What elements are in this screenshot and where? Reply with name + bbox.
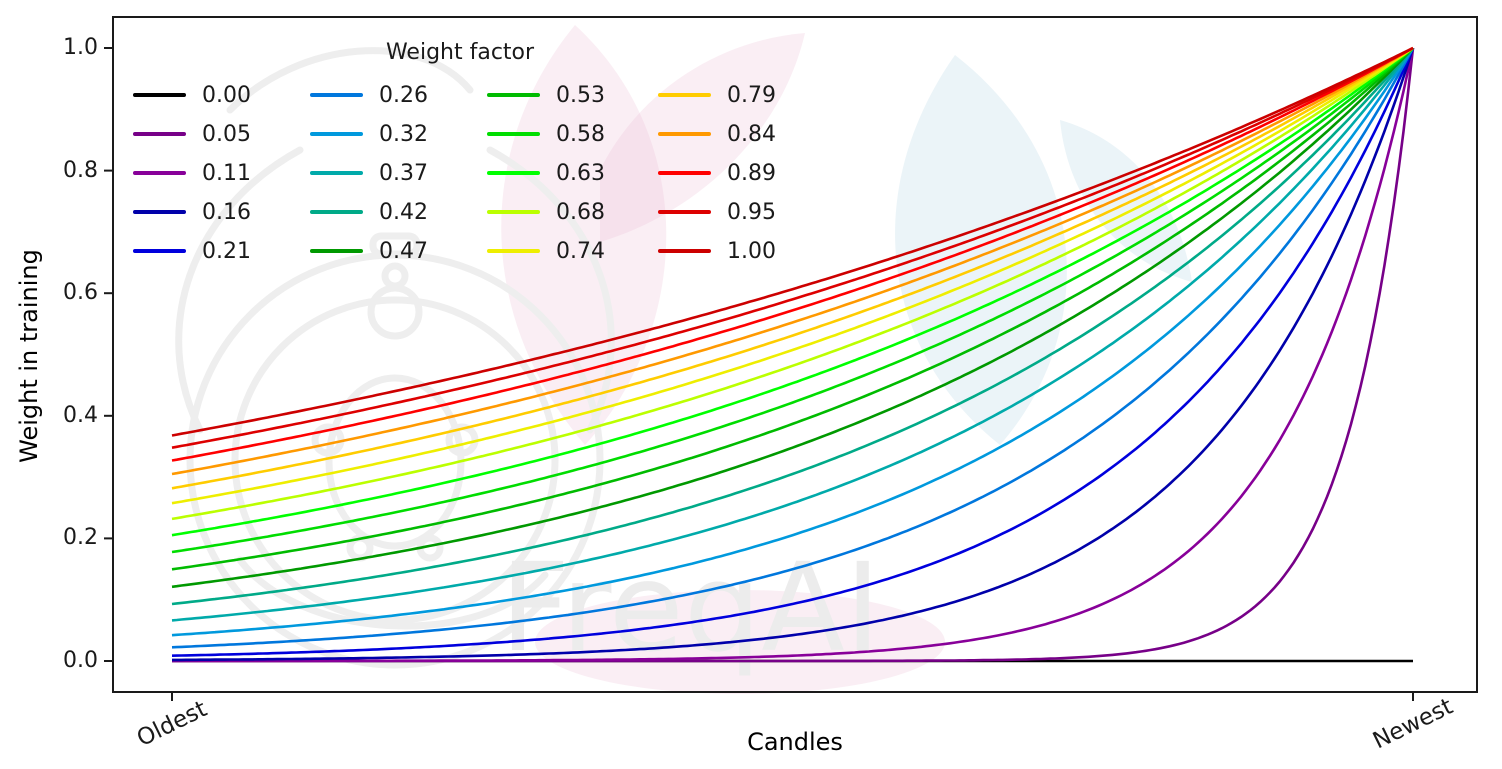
y-axis-label: Weight in training <box>15 249 43 463</box>
legend-entry-0.32: 0.32 <box>310 115 428 153</box>
legend-entry-0.21: 0.21 <box>133 232 251 270</box>
legend-line-swatch <box>487 93 540 97</box>
curve-0.37 <box>171 47 1415 622</box>
legend-label: 0.16 <box>202 199 251 225</box>
legend-label: 0.89 <box>727 160 776 186</box>
legend-entry-0.26: 0.26 <box>310 76 428 114</box>
axes-frame <box>112 16 1478 693</box>
curve-0.89 <box>171 46 1414 462</box>
y-tick-label: 0.6 <box>63 280 98 306</box>
curve-0.84 <box>171 46 1414 476</box>
tick-marks <box>104 47 1414 701</box>
y-tick-label: 0.0 <box>63 648 98 673</box>
legend-line-swatch <box>487 249 540 253</box>
legend-title: Weight factor <box>385 40 535 65</box>
legend-line-swatch <box>487 171 540 175</box>
legend-entry-0.89: 0.89 <box>658 154 776 192</box>
curve-0.47 <box>171 47 1414 589</box>
legend-entry-0.63: 0.63 <box>487 154 605 192</box>
watermark-blue-leaf <box>895 55 1067 445</box>
legend-line-swatch <box>310 210 363 214</box>
legend-entry-0.11: 0.11 <box>133 154 251 192</box>
legend-line-swatch <box>658 171 711 175</box>
legend-line-swatch <box>658 249 711 253</box>
legend-label: 1.00 <box>727 238 776 264</box>
legend-line-swatch <box>310 93 363 97</box>
legend-line-swatch <box>133 93 186 97</box>
legend-label: 0.79 <box>727 82 776 108</box>
x-axis-label: Candles <box>747 728 843 756</box>
weight-curves <box>171 46 1415 663</box>
curve-0.26 <box>171 47 1415 649</box>
legend-label: 0.26 <box>379 82 428 108</box>
legend-line-swatch <box>133 171 186 175</box>
legend-line-swatch <box>487 210 540 214</box>
legend-line-swatch <box>658 210 711 214</box>
legend-entry-0.05: 0.05 <box>133 115 251 153</box>
legend-label: 0.84 <box>727 121 776 147</box>
curve-0.68 <box>171 46 1414 521</box>
legend-line-swatch <box>658 93 711 97</box>
legend-line-swatch <box>310 132 363 136</box>
legend-entry-0.84: 0.84 <box>658 115 776 153</box>
curve-0.79 <box>171 46 1414 490</box>
legend-line-swatch <box>310 171 363 175</box>
legend-entry-0.16: 0.16 <box>133 193 251 231</box>
curve-0.95 <box>171 46 1414 449</box>
watermark-blue-leaf-2 <box>1060 120 1192 282</box>
legend-line-swatch <box>133 132 186 136</box>
legend-label: 0.42 <box>379 199 428 225</box>
legend-line-swatch <box>133 210 186 214</box>
curve-0.32 <box>171 47 1415 637</box>
legend-label: 0.58 <box>556 121 605 147</box>
curve-0.16 <box>172 47 1415 662</box>
legend-label: 0.63 <box>556 160 605 186</box>
legend-label: 0.95 <box>727 199 776 225</box>
legend-entry-0.47: 0.47 <box>310 232 428 270</box>
curve-0.58 <box>171 47 1414 554</box>
curve-0.53 <box>171 47 1414 571</box>
legend-entry-0.74: 0.74 <box>487 232 605 270</box>
legend-entry-0.68: 0.68 <box>487 193 605 231</box>
legend-label: 0.05 <box>202 121 251 147</box>
legend-entry-1.00: 1.00 <box>658 232 776 270</box>
curve-0.42 <box>171 47 1414 606</box>
legend-label: 0.53 <box>556 82 605 108</box>
y-tick-label: 0.2 <box>63 525 98 551</box>
legend-line-swatch <box>658 132 711 136</box>
legend-entry-0.58: 0.58 <box>487 115 605 153</box>
legend-label: 0.21 <box>202 238 251 264</box>
curve-1.00 <box>171 46 1414 437</box>
legend-entry-0.42: 0.42 <box>310 193 428 231</box>
curve-0.11 <box>172 47 1415 663</box>
legend-line-swatch <box>487 132 540 136</box>
legend-line-swatch <box>310 249 363 253</box>
legend-entry-0.00: 0.00 <box>133 76 251 114</box>
legend-label: 0.11 <box>202 160 251 186</box>
legend-label: 0.00 <box>202 82 251 108</box>
legend-entry-0.53: 0.53 <box>487 76 605 114</box>
legend-label: 0.32 <box>379 121 428 147</box>
watermark-mascot-sketch <box>175 47 615 669</box>
watermark-pink-petal-2 <box>600 33 805 242</box>
curve-0.63 <box>171 46 1414 537</box>
y-tick-label: 0.4 <box>63 402 98 428</box>
legend-entry-0.95: 0.95 <box>658 193 776 231</box>
curve-0.74 <box>171 46 1414 505</box>
curve-0.21 <box>171 47 1415 657</box>
y-tick-label: 0.8 <box>63 157 98 183</box>
legend-entry-0.79: 0.79 <box>658 76 776 114</box>
y-tick-label: 1.0 <box>63 35 98 60</box>
legend-label: 0.47 <box>379 238 428 264</box>
legend-line-swatch <box>133 249 186 253</box>
legend-label: 0.68 <box>556 199 605 225</box>
legend-entry-0.37: 0.37 <box>310 154 428 192</box>
legend-label: 0.74 <box>556 238 605 264</box>
legend-label: 0.37 <box>379 160 428 186</box>
